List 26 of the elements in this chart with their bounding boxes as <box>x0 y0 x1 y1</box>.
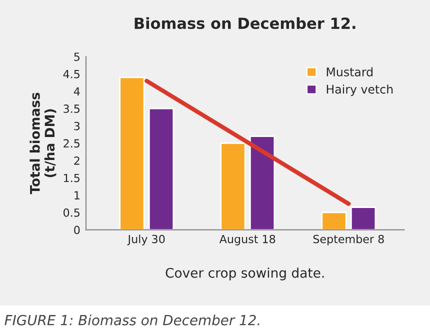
y-tick-label: 0.5 <box>64 208 80 217</box>
y-tick-label: 3.5 <box>64 104 80 113</box>
y-tick-label: 4.5 <box>63 70 80 78</box>
bar <box>148 108 174 230</box>
y-tick-label: 1 <box>74 191 80 200</box>
bar <box>220 142 246 230</box>
bar <box>119 76 145 230</box>
y-axis-title: Total biomass (t/ha DM) <box>30 92 56 194</box>
x-tick-label: August 18 <box>219 234 276 246</box>
y-tick-label: 0 <box>74 226 80 234</box>
chart-title: Biomass on December 12. <box>134 17 356 30</box>
y-tick-label: 1.5 <box>64 174 80 182</box>
y-tick-label: 2 <box>74 156 80 165</box>
bar <box>350 206 376 230</box>
x-axis-title: Cover crop sowing date. <box>166 268 324 280</box>
bar <box>249 136 276 230</box>
y-tick-label: 4 <box>74 87 80 96</box>
caption: FIGURE 1: Biomass on December 12. <box>4 314 260 326</box>
legend-label: Hairy vetch <box>326 84 393 96</box>
bar <box>321 212 347 230</box>
y-tick-label: 3 <box>74 122 80 130</box>
y-tick-label: 5 <box>74 52 80 61</box>
x-tick-label: September 8 <box>313 234 384 246</box>
legend-label: Mustard <box>326 67 372 76</box>
x-tick-label: July 30 <box>127 234 165 246</box>
y-tick-label: 2.5 <box>64 139 80 148</box>
